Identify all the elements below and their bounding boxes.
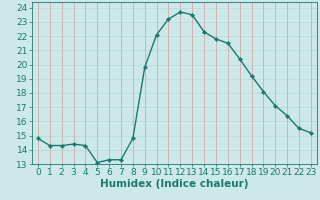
X-axis label: Humidex (Indice chaleur): Humidex (Indice chaleur): [100, 179, 249, 189]
